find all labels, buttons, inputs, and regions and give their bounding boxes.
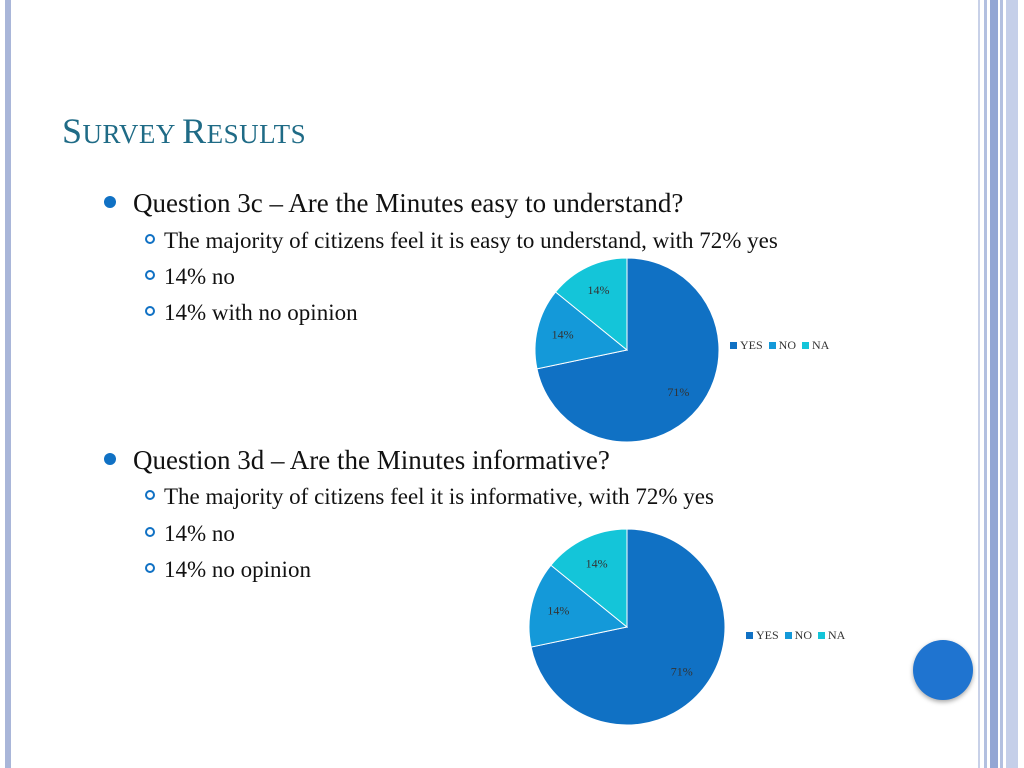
pie-label-na: 14% <box>588 283 610 297</box>
legend-item-na: NA <box>802 338 829 353</box>
legend-label: NA <box>812 338 830 352</box>
title-rest-2: ESULTS <box>206 119 307 149</box>
sub-bullet-3d-3: 14% no opinion <box>164 557 311 582</box>
legend-label: NO <box>778 338 797 352</box>
sub-bullet-dot <box>145 563 155 573</box>
bullet-dot <box>104 196 116 208</box>
legend-swatch <box>746 632 753 639</box>
legend-swatch <box>768 342 776 349</box>
title-initial-2: R <box>182 111 207 151</box>
circle-decoration <box>913 640 973 700</box>
legend-3c: YES NO NA <box>730 338 829 353</box>
pie-chart-3c: 71% 14% 14% <box>534 257 720 443</box>
title-initial: S <box>62 111 83 151</box>
sub-bullet-3d-1: The majority of citizens feel it is info… <box>164 484 714 509</box>
title-rest: URVEY <box>82 119 183 149</box>
pie-label-no: 14% <box>547 603 569 617</box>
legend-item-no: NO <box>768 338 797 353</box>
right-decor-stripe <box>1000 0 1003 768</box>
pie-label-na: 14% <box>586 556 608 570</box>
question-3c: Question 3c – Are the Minutes easy to un… <box>133 188 684 218</box>
legend-3d: YES NO NA <box>746 628 845 643</box>
right-decor-stripe <box>978 0 980 768</box>
legend-swatch <box>784 632 792 639</box>
question-3d: Question 3d – Are the Minutes informativ… <box>133 445 610 475</box>
legend-label: YES <box>740 338 763 352</box>
pie-chart-3d: 71% 14% 14% <box>528 528 726 726</box>
bullet-dot <box>104 453 116 465</box>
right-decor-stripe <box>984 0 987 768</box>
pie-label-no: 14% <box>552 327 574 341</box>
sub-bullet-dot <box>145 270 155 280</box>
sub-bullet-dot <box>145 234 155 244</box>
legend-item-no: NO <box>784 628 813 643</box>
pie-label-yes: 71% <box>671 664 693 678</box>
pie-slice-yes <box>536 257 720 443</box>
legend-label: NO <box>794 628 813 642</box>
legend-item-yes: YES <box>746 628 779 643</box>
sub-bullet-dot <box>145 490 155 500</box>
pie-slice-no <box>528 564 629 648</box>
sub-bullet-dot <box>145 527 155 537</box>
legend-item-yes: YES <box>730 338 763 353</box>
pie-slice-na <box>550 528 628 629</box>
sub-bullet-3c-2: 14% no <box>164 264 235 289</box>
legend-swatch <box>818 632 826 639</box>
pie-slice-no <box>534 291 629 370</box>
right-decor-stripe <box>1006 0 1018 768</box>
sub-bullet-3c-3: 14% with no opinion <box>164 300 358 325</box>
sub-bullet-3d-2: 14% no <box>164 521 235 546</box>
legend-swatch <box>802 342 810 349</box>
legend-label: NA <box>828 628 846 642</box>
legend-item-na: NA <box>818 628 845 643</box>
sub-bullet-3c-1: The majority of citizens feel it is easy… <box>164 228 778 253</box>
legend-label: YES <box>756 628 779 642</box>
pie-label-yes: 71% <box>667 385 689 399</box>
right-decor-stripe <box>990 0 998 768</box>
sub-bullet-dot <box>145 306 155 316</box>
pie-slice-na <box>554 257 628 352</box>
legend-swatch <box>730 342 737 349</box>
left-decor-stripe <box>5 0 11 768</box>
pie-slice-yes <box>530 528 726 726</box>
slide-title: SURVEY RESULTS <box>62 110 306 152</box>
